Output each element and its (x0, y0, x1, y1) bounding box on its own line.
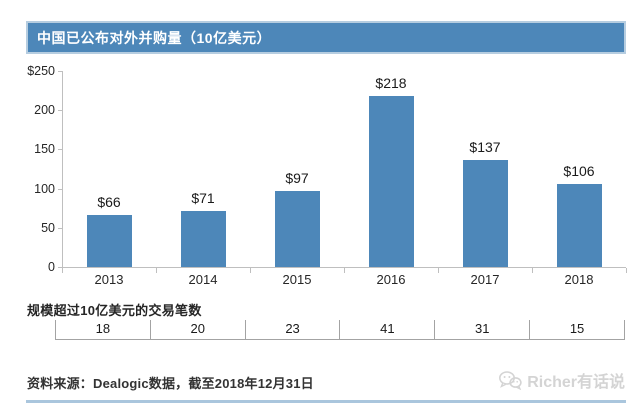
x-axis-category-label: 2015 (282, 272, 312, 287)
bar-value-label: $66 (97, 194, 121, 210)
x-axis-tick (344, 268, 345, 273)
y-axis-tick-label: 200 (34, 103, 55, 118)
deals-count-label: 规模超过10亿美元的交易笔数 (27, 303, 202, 318)
bar-2015 (274, 191, 320, 267)
y-axis-line (62, 71, 63, 267)
y-axis-tick-label: 0 (48, 260, 55, 274)
bar-2014 (180, 211, 226, 267)
deals-count-cell: 41 (339, 320, 434, 339)
bar-2016 (368, 96, 414, 267)
deals-count-table: 18 20 23 41 31 15 (55, 320, 625, 340)
bar-2018 (556, 184, 602, 267)
x-axis-tick (626, 268, 627, 273)
y-axis-tick (58, 149, 62, 151)
y-axis-tick (58, 110, 62, 112)
x-axis-category-label: 2014 (188, 272, 218, 287)
bar-value-label: $218 (375, 75, 407, 91)
x-axis-category-label: 2013 (94, 272, 124, 287)
bar-value-label: $97 (285, 170, 309, 186)
bar-value-label: $71 (191, 190, 215, 206)
x-axis-line (62, 267, 626, 268)
bar-value-label: $137 (469, 139, 501, 155)
chart-title: 中国已公布对外并购量（10亿美元） (37, 29, 272, 46)
deals-count-cell: 23 (244, 320, 340, 339)
bar-2013 (86, 215, 132, 267)
source-note: 资料来源：Dealogic数据，截至2018年12月31日 (27, 376, 314, 391)
wechat-bubbles-icon (499, 371, 522, 390)
y-axis-tick (58, 227, 62, 229)
bar-2017 (462, 160, 508, 267)
x-axis-tick (62, 268, 63, 273)
bar-value-label: $106 (563, 163, 595, 179)
x-axis-category-label: 2017 (470, 272, 500, 287)
deals-count-cell: 15 (529, 320, 625, 339)
y-axis-tick-label: 150 (34, 142, 55, 157)
watermark: Richer有话说 (498, 368, 625, 392)
divider-line (26, 400, 626, 403)
y-axis-tick-label: $250 (27, 64, 55, 78)
y-axis-tick-label: 50 (41, 220, 55, 235)
y-axis-tick (58, 188, 62, 190)
y-axis-tick (58, 267, 62, 268)
deals-count-cell: 18 (55, 320, 150, 339)
x-axis-tick (250, 268, 251, 273)
x-axis-category-label: 2018 (564, 272, 594, 287)
y-axis-tick-label: 100 (34, 181, 55, 196)
x-axis-category-label: 2016 (376, 272, 406, 287)
deals-count-cell: 20 (149, 320, 245, 339)
deals-count-cell: 31 (434, 320, 529, 339)
x-axis-tick (532, 268, 533, 273)
chart-title-bar: 中国已公布对外并购量（10亿美元） (26, 21, 626, 54)
x-axis-tick (438, 268, 439, 273)
y-axis-tick (58, 71, 62, 72)
watermark-text: Richer有话说 (527, 374, 625, 391)
x-axis-tick (156, 268, 157, 273)
